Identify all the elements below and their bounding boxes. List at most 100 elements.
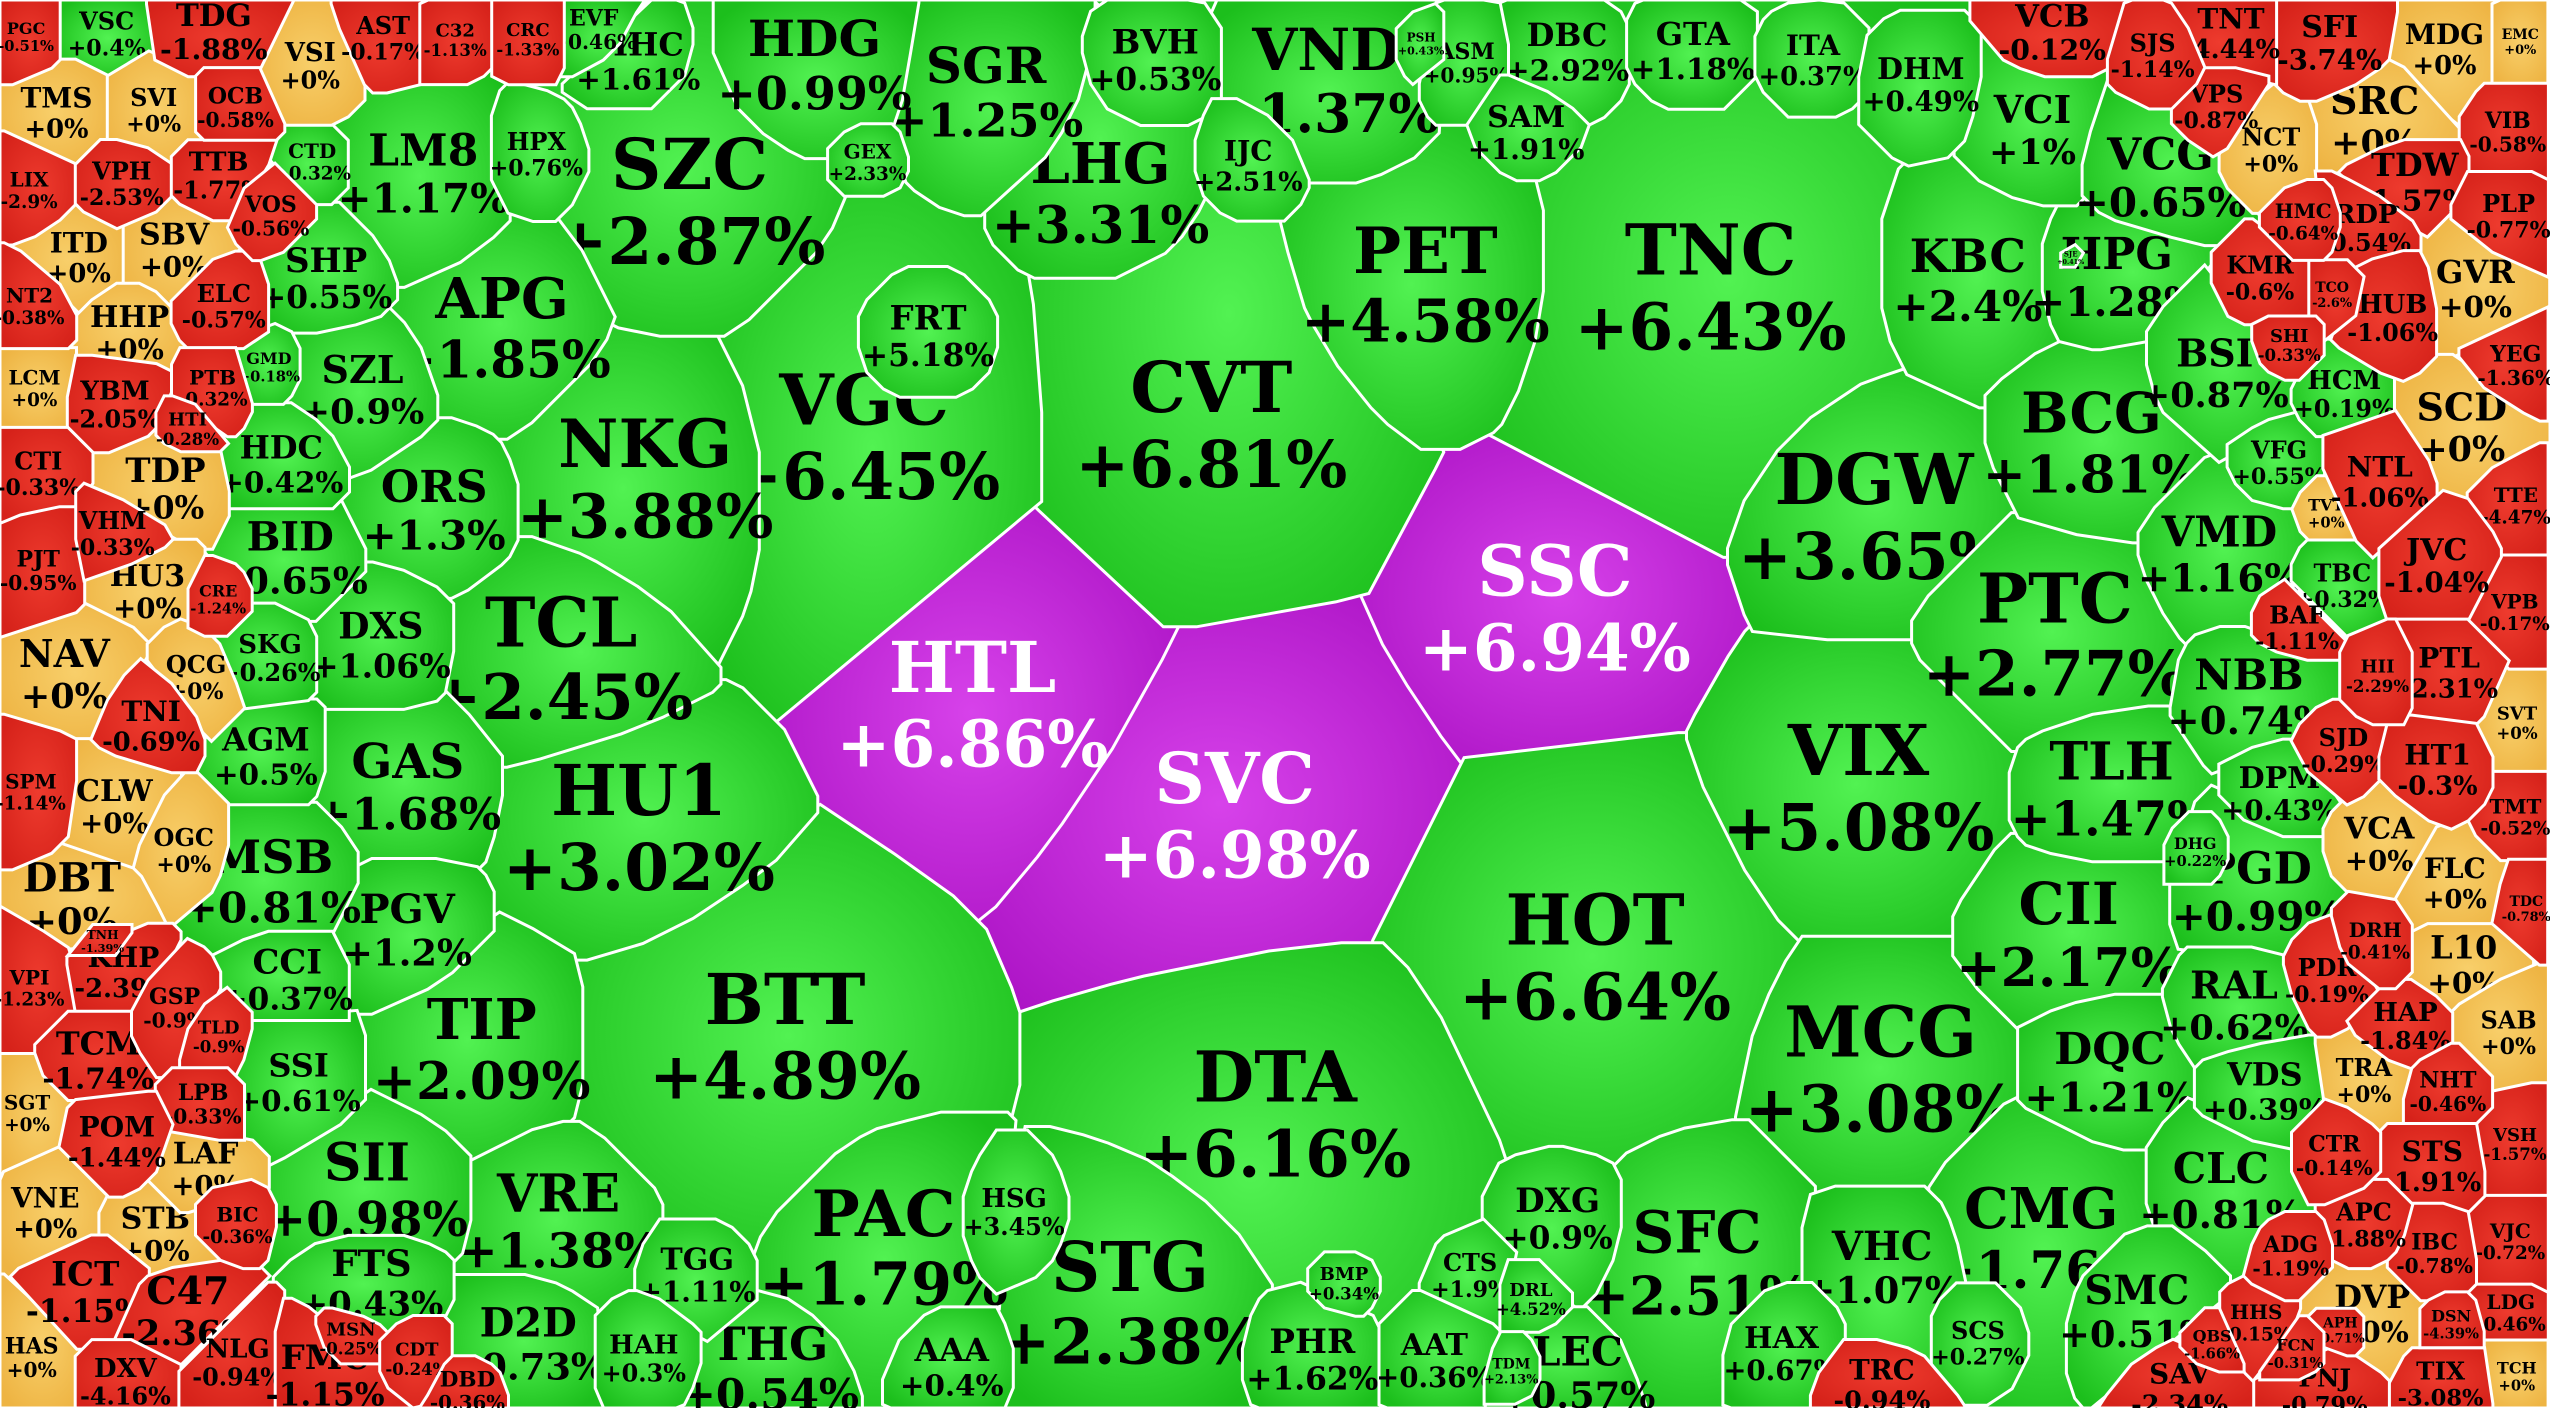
stock-cell-dxv[interactable]: DXV-4.16% [73, 1338, 183, 1408]
stock-cell-shape[interactable] [2169, 66, 2271, 159]
stock-cell-shape[interactable] [186, 554, 254, 638]
stock-cell-ast[interactable]: AST-0.17% [329, 0, 431, 95]
stock-cell-vne[interactable]: VNE+0% [0, 1145, 111, 1279]
stock-cell-vjc[interactable]: VJC-0.72% [2466, 1193, 2550, 1295]
stock-cell-ybm[interactable]: YBM-2.05% [65, 353, 175, 455]
stock-cell-shape[interactable] [0, 0, 62, 87]
stock-cell-tms[interactable]: TMS+0% [0, 57, 111, 167]
stock-cell-mcg[interactable]: MCG+3.08% [1734, 934, 2026, 1202]
stock-cell-hdg[interactable]: HDG+0.99% [711, 0, 921, 161]
stock-cell-tlh[interactable]: TLH+1.47% [2007, 704, 2225, 864]
stock-cell-shape[interactable] [887, 0, 1097, 218]
stock-cell-shi[interactable]: SHI-0.33% [2250, 314, 2326, 382]
stock-cell-shape[interactable] [2329, 889, 2414, 991]
stock-cell-shape[interactable] [169, 249, 271, 351]
stock-cell-shape[interactable] [64, 923, 134, 957]
stock-cell-shape[interactable] [2385, 1346, 2495, 1408]
stock-cell-tdp[interactable]: TDP+0% [88, 425, 231, 551]
stock-cell-nkg[interactable]: NKG+3.88% [485, 309, 773, 669]
stock-cell-dxs[interactable]: DXS+1.06% [304, 560, 456, 711]
stock-cell-tni[interactable]: TNI-0.69% [89, 656, 207, 775]
stock-cell-pdr[interactable]: PDR-0.19% [2281, 912, 2383, 1039]
stock-cell-shape[interactable] [418, 0, 494, 87]
stock-cell-tdm[interactable]: TDM+2.13% [1482, 1330, 1542, 1406]
stock-cell-gta[interactable]: GTA+1.18% [1625, 0, 1759, 111]
stock-cell-shape[interactable] [826, 122, 910, 198]
stock-cell-baf[interactable]: BAF-1.11% [2249, 577, 2351, 662]
stock-cell-hii[interactable]: HII-2.29% [2338, 617, 2414, 727]
stock-cell-aph[interactable]: APH-0.71% [2306, 1306, 2366, 1358]
stock-cell-vib[interactable]: VIB-0.58% [2457, 81, 2550, 183]
stock-cell-shape[interactable] [560, 0, 695, 111]
stock-cell-dbc[interactable]: DBC+2.92% [1497, 0, 1631, 128]
stock-cell-apg[interactable]: APG+1.85% [383, 207, 617, 441]
stock-cell-shape[interactable] [1808, 1338, 1968, 1408]
stock-cell-shape[interactable] [2105, 0, 2207, 111]
stock-cell-vcb[interactable]: VCB-0.12% [1968, 0, 2136, 79]
stock-cell-sfi[interactable]: SFI-3.74% [2273, 0, 2399, 103]
stock-cell-vre[interactable]: VRE+1.38% [447, 1119, 665, 1321]
stock-cell-vnd[interactable]: VND+1.37% [1207, 0, 1450, 185]
stock-cell-ita[interactable]: ITA+0.37% [1753, 0, 1871, 119]
stock-cell-shape[interactable] [89, 656, 207, 775]
stock-cell-crc[interactable]: CRC-1.33% [490, 0, 566, 87]
stock-cell-vps[interactable]: VPS-0.87% [2169, 66, 2271, 159]
stock-cell-ctr[interactable]: CTR-0.14% [2290, 1097, 2383, 1207]
stock-cell-pgc[interactable]: PGC-0.51% [0, 0, 62, 87]
stock-cell-shape[interactable] [225, 161, 319, 263]
stock-cell-shape[interactable] [2377, 488, 2503, 623]
stock-cell-c32[interactable]: C32-1.13% [418, 0, 494, 87]
stock-cell-hax[interactable]: HAX+0.67% [1721, 1281, 1847, 1408]
stock-cell-sjs[interactable]: SJS-1.14% [2105, 0, 2207, 111]
stock-cell-gsp[interactable]: GSP-0.9% [130, 936, 223, 1080]
stock-cell-bsi[interactable]: BSI+0.87% [2141, 262, 2304, 465]
stock-cell-bvh[interactable]: BVH+0.53% [1080, 0, 1223, 127]
stock-cell-shape[interactable] [2059, 242, 2086, 269]
stock-cell-shape[interactable] [417, 1354, 510, 1408]
stock-cell-shape[interactable] [490, 0, 566, 87]
stock-cell-svi[interactable]: SVI+0% [105, 49, 207, 167]
stock-cell-shape[interactable] [74, 481, 176, 583]
stock-cell-frt[interactable]: FRT+5.18% [856, 265, 1000, 399]
stock-cell-nlg[interactable]: NLG-0.94% [177, 1280, 287, 1408]
stock-cell-shape[interactable] [1394, 1, 1446, 87]
stock-cell-dbd[interactable]: DBD-0.36% [417, 1354, 510, 1408]
stock-cell-nht[interactable]: NHT-0.46% [2401, 1041, 2495, 1126]
stock-cell-gmd[interactable]: GMD+0.18% [234, 321, 302, 406]
stock-cell-shape[interactable] [856, 265, 1000, 399]
stock-cell-shape[interactable] [1857, 8, 1983, 168]
stock-cell-ldg[interactable]: LDG-0.46% [2465, 1282, 2550, 1342]
stock-cell-fcn[interactable]: FCN-0.31% [2258, 1314, 2326, 1382]
stock-cell-shape[interactable] [0, 712, 79, 872]
stock-cell-shape[interactable] [145, 0, 296, 79]
stock-cell-bmp[interactable]: BMP+0.34% [1306, 1250, 1382, 1318]
stock-cell-shape[interactable] [2096, 1337, 2256, 1408]
stock-cell-gex[interactable]: GEX+2.33% [826, 122, 910, 198]
stock-cell-shape[interactable] [1465, 73, 1592, 183]
stock-cell-shape[interactable] [2290, 1097, 2383, 1207]
stock-cell-shape[interactable] [1625, 0, 1759, 111]
stock-cell-ptc[interactable]: PTC+2.77% [1910, 511, 2194, 753]
stock-cell-cti[interactable]: CTI-0.33% [0, 425, 95, 527]
stock-cell-plp[interactable]: PLP-0.77% [2449, 170, 2550, 280]
stock-cell-ptl[interactable]: PTL-2.31% [2393, 617, 2511, 727]
stock-cell-cci[interactable]: CCI+0.37% [208, 929, 353, 1022]
stock-cell-tld[interactable]: TLD-0.9% [178, 985, 254, 1079]
stock-cell-drl[interactable]: DRL+4.52% [1496, 1258, 1574, 1334]
stock-cell-sbv[interactable]: SBV+0% [121, 193, 248, 312]
stock-cell-tix[interactable]: TIX-3.08% [2385, 1346, 2495, 1408]
stock-cell-vix[interactable]: VIX+5.08% [1685, 621, 2027, 947]
stock-cell-apc[interactable]: APC-1.88% [2313, 1177, 2415, 1271]
stock-cell-hti[interactable]: HTI-0.28% [154, 394, 231, 454]
stock-cell-shape[interactable] [2162, 810, 2230, 886]
stock-cell-psh[interactable]: PSH+0.43% [1394, 1, 1446, 87]
stock-cell-pjt[interactable]: PJT-0.95% [0, 505, 87, 640]
stock-cell-shape[interactable] [2490, 0, 2550, 87]
stock-cell-shape[interactable] [194, 66, 287, 142]
stock-cell-hsg[interactable]: HSG+3.45% [961, 1128, 1071, 1296]
stock-cell-cii[interactable]: CII+2.17% [1951, 831, 2194, 1033]
stock-cell-has[interactable]: HAS+0% [0, 1272, 87, 1408]
stock-cell-tdg[interactable]: TDG-1.88% [145, 0, 296, 79]
stock-cell-shape[interactable] [2338, 617, 2414, 727]
stock-cell-ttb[interactable]: TTB-1.77% [169, 138, 280, 223]
